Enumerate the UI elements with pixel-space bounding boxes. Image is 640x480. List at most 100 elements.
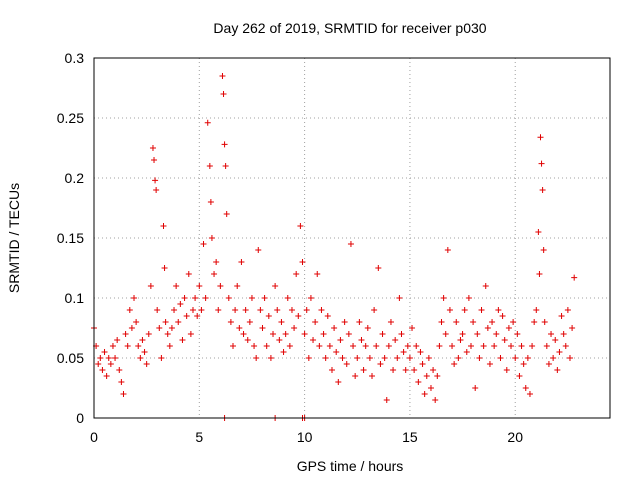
data-point <box>293 271 300 277</box>
y-tick-label: 0.1 <box>65 290 85 306</box>
data-point <box>538 160 545 167</box>
data-point <box>305 355 312 361</box>
data-point <box>158 355 165 361</box>
data-point <box>430 367 437 373</box>
data-point <box>286 343 293 349</box>
data-point <box>512 355 519 361</box>
data-point <box>482 283 489 289</box>
data-point <box>162 319 169 325</box>
data-point <box>278 319 285 325</box>
data-point <box>356 319 363 325</box>
data-point <box>204 119 211 126</box>
data-point <box>324 313 331 319</box>
data-point <box>398 331 405 337</box>
data-point <box>244 337 251 343</box>
data-point <box>297 223 304 229</box>
data-point <box>248 295 255 301</box>
y-tick-label: 0.25 <box>57 110 84 126</box>
data-point <box>413 343 420 349</box>
data-point <box>536 271 543 277</box>
data-point <box>520 361 527 367</box>
data-point <box>396 295 403 301</box>
data-point <box>537 134 544 141</box>
data-point <box>358 337 365 343</box>
data-point <box>556 349 563 355</box>
data-point <box>529 343 536 349</box>
data-point <box>154 307 161 313</box>
data-point <box>168 325 175 331</box>
data-point <box>360 367 367 373</box>
data-point <box>153 187 160 193</box>
data-point <box>143 361 150 367</box>
y-tick-label: 0.05 <box>57 350 84 366</box>
data-point <box>505 325 512 331</box>
data-point <box>470 319 477 325</box>
data-point <box>179 337 186 343</box>
data-point <box>545 361 552 367</box>
data-point <box>318 307 325 313</box>
data-point <box>451 361 458 367</box>
data-point <box>217 283 224 289</box>
data-point <box>455 355 462 361</box>
data-point <box>120 391 127 397</box>
data-point <box>497 355 504 361</box>
data-point <box>227 319 234 325</box>
data-point <box>387 319 394 325</box>
data-point <box>175 319 182 325</box>
data-point <box>341 319 348 325</box>
data-point <box>409 325 416 331</box>
data-point <box>501 337 508 343</box>
data-point <box>385 343 392 349</box>
data-point <box>461 307 468 313</box>
data-point <box>478 307 485 313</box>
data-point <box>263 343 270 349</box>
data-point <box>362 343 369 349</box>
data-point <box>202 295 209 301</box>
data-point <box>257 307 264 313</box>
data-point <box>164 331 171 337</box>
data-point <box>489 319 496 325</box>
data-point <box>377 361 384 367</box>
data-point <box>112 355 119 361</box>
data-point <box>510 319 517 325</box>
data-point <box>280 349 287 355</box>
data-point <box>223 211 230 217</box>
data-point <box>265 313 272 319</box>
data-point <box>183 313 190 319</box>
y-axis-label: SRMTID / TECUs <box>6 183 22 293</box>
data-point <box>562 343 569 349</box>
data-point <box>196 283 203 289</box>
data-point <box>381 355 388 361</box>
data-point <box>337 337 344 343</box>
data-point <box>491 343 498 349</box>
data-point <box>160 223 167 229</box>
data-point <box>486 361 493 367</box>
data-point <box>301 331 308 337</box>
x-tick-label: 0 <box>90 429 98 445</box>
data-point <box>284 295 291 301</box>
data-point <box>442 331 449 337</box>
data-point <box>508 343 515 349</box>
data-point <box>333 349 340 355</box>
data-point <box>432 397 439 403</box>
data-point <box>347 241 354 247</box>
data-point <box>307 295 314 301</box>
data-point <box>109 343 116 349</box>
data-point <box>400 349 407 355</box>
data-point <box>288 307 295 313</box>
data-point <box>124 343 131 349</box>
data-point <box>274 307 281 313</box>
data-point <box>322 355 329 361</box>
axis-ticks <box>94 58 610 418</box>
data-point <box>151 157 158 163</box>
data-point <box>392 337 399 343</box>
data-point <box>314 271 321 277</box>
data-point <box>240 331 247 337</box>
data-point <box>394 355 401 361</box>
data-point <box>215 307 222 313</box>
data-point <box>352 373 359 379</box>
data-point <box>107 361 114 367</box>
data-point <box>354 355 361 361</box>
x-axis-label: GPS time / hours <box>297 458 404 474</box>
data-point <box>207 199 214 205</box>
